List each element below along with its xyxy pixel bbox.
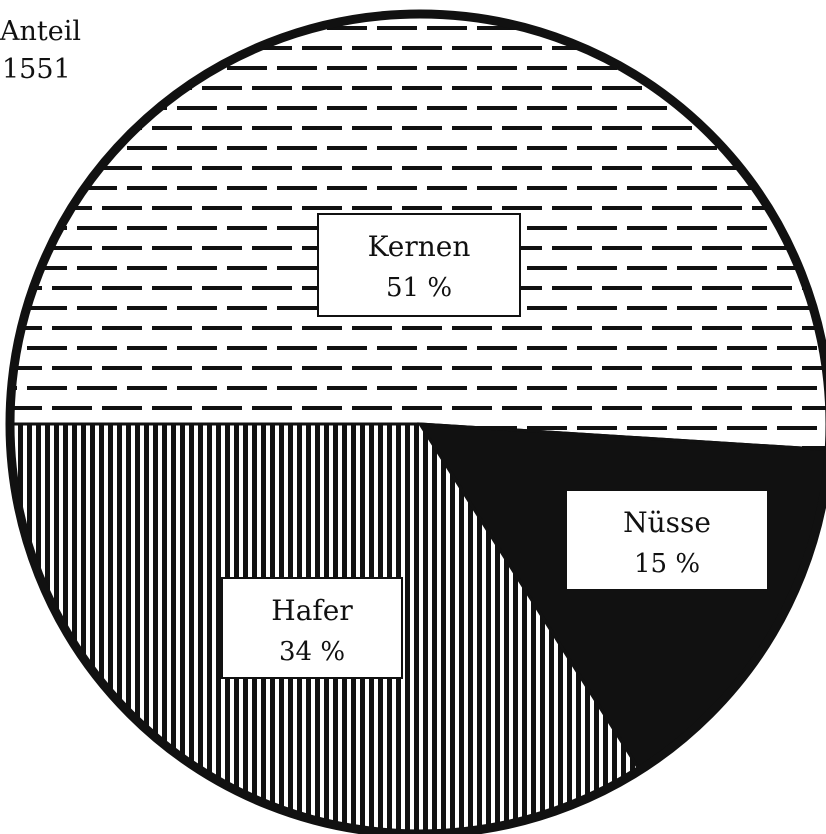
- slice-label: Kernen: [368, 230, 471, 263]
- slice-value-label: 51 %: [386, 273, 452, 303]
- slice-label: Nüsse: [623, 506, 711, 539]
- chart-title-line-1: Anteil: [0, 16, 81, 47]
- slice-label: Hafer: [271, 594, 353, 627]
- chart-title-line-2: 1551: [2, 54, 71, 85]
- pie-outline: [5, 9, 826, 834]
- slice-label-box: [565, 489, 769, 591]
- slice-label-box: [221, 577, 403, 679]
- slice-label-box: [317, 213, 521, 317]
- slice-value-label: 15 %: [634, 549, 700, 579]
- slice-value-label: 34 %: [279, 637, 345, 667]
